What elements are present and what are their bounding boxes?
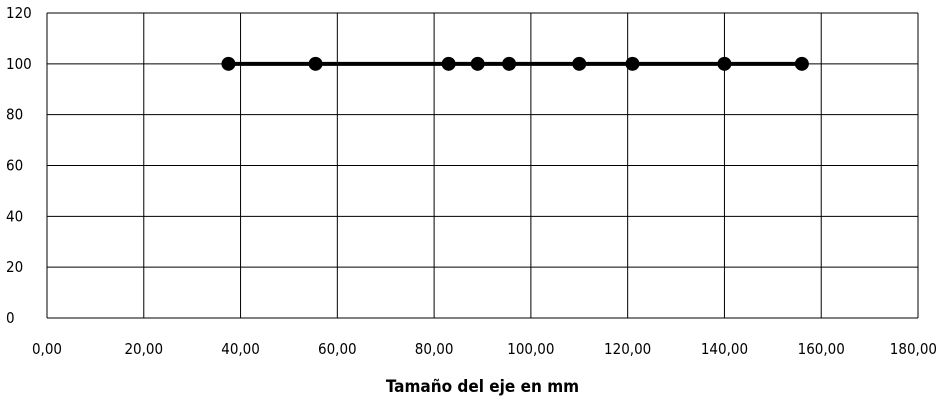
x-tick-label: 40,00 [221,340,260,358]
grid [46,12,919,319]
x-tick-label: 100,00 [507,340,554,358]
x-tick-label: 120,00 [604,340,651,358]
data-point [308,56,323,71]
data-point [441,56,456,71]
y-tick-label: 20 [6,258,23,276]
x-tick-label: 160,00 [798,340,845,358]
y-tick-label: 60 [6,157,23,175]
x-tick-label: 80,00 [415,340,454,358]
x-tick-label: 60,00 [318,340,357,358]
y-tick-label: 100 [6,55,32,73]
y-tick-label: 120 [6,4,32,22]
y-tick-labels: 0 20 40 60 80 100 120 [6,4,32,327]
x-tick-label: 0,00 [32,340,62,358]
data-point [221,56,236,71]
x-tick-label: 140,00 [701,340,748,358]
x-axis-label: Tamaño del eje en mm [386,377,579,397]
data-point [470,56,485,71]
y-tick-label: 0 [6,309,15,327]
y-tick-label: 40 [6,207,23,225]
x-tick-label: 180,00 [890,340,937,358]
series-group [221,56,809,71]
data-point [572,56,587,71]
data-point [794,56,809,71]
x-tick-labels: 0,00 20,00 40,00 60,00 80,00 100,00 120,00 140,… [32,340,937,358]
x-tick-label: 20,00 [124,340,163,358]
y-tick-label: 80 [6,106,23,124]
data-point [717,56,732,71]
data-point [625,56,640,71]
data-point [502,56,517,71]
